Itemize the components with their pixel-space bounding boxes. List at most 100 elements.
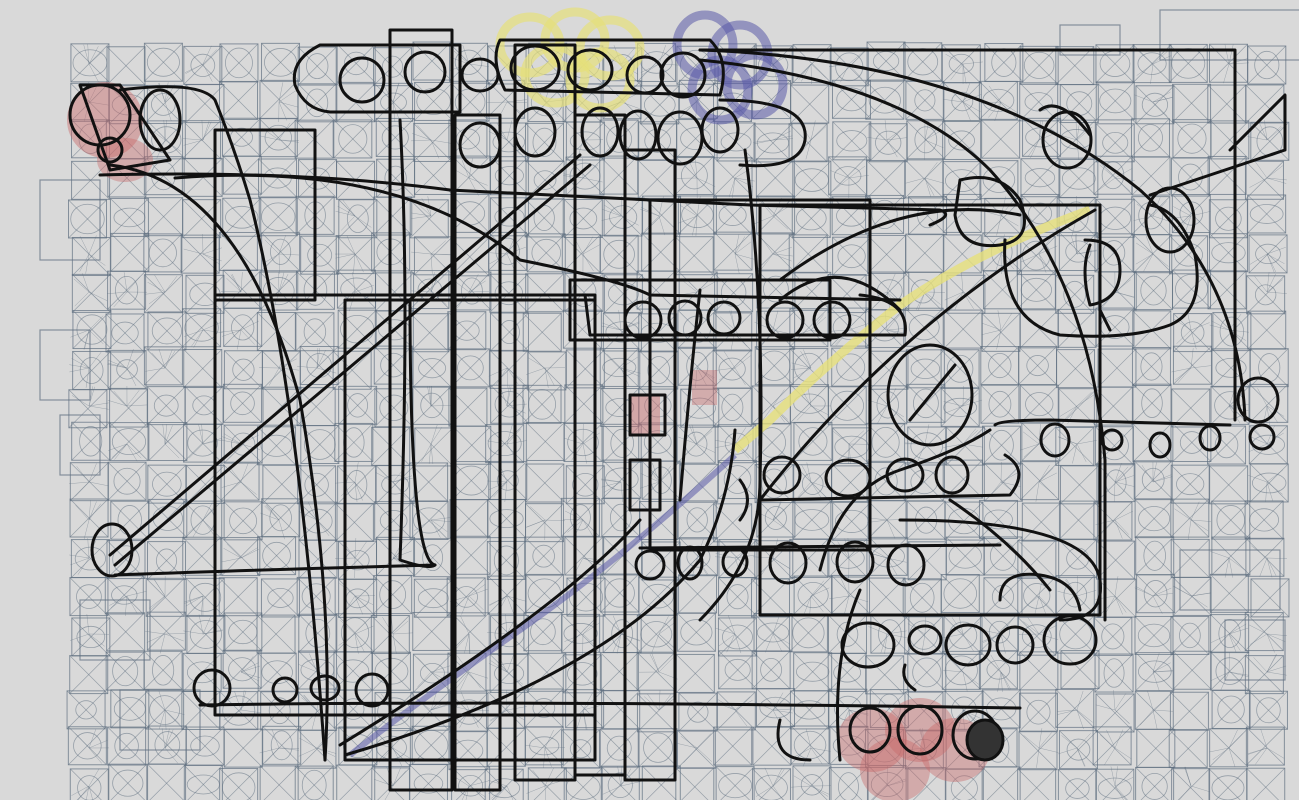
ink-top-circle xyxy=(659,51,707,99)
grid-hatch xyxy=(1097,271,1137,311)
grid-spoke xyxy=(1114,168,1133,179)
grid-spoke xyxy=(679,205,698,217)
grid-spoke xyxy=(85,785,90,800)
grid-cell xyxy=(375,117,415,157)
grid-hatch xyxy=(336,83,376,122)
grid-hatch xyxy=(185,275,225,314)
grid-cell xyxy=(449,42,489,82)
grid-hatch xyxy=(1094,653,1134,693)
grid-spoke xyxy=(810,405,829,416)
grid-spoke xyxy=(392,632,413,635)
grid-spoke xyxy=(582,432,600,445)
grid-cell xyxy=(1245,726,1285,766)
grid-spoke xyxy=(468,177,488,186)
grid-spoke xyxy=(240,671,261,679)
grid-circle xyxy=(687,701,709,723)
grid-hatch xyxy=(69,577,109,616)
grid-circle xyxy=(74,546,106,571)
grid-spoke xyxy=(994,101,1002,122)
ink-rectangle-strip xyxy=(568,278,832,342)
grid-spoke xyxy=(728,177,736,198)
grid-hatch xyxy=(223,384,262,423)
grid-spoke xyxy=(76,466,90,483)
grid-hatch xyxy=(1170,616,1210,655)
grid-hatch xyxy=(106,120,145,159)
grid-hatch xyxy=(1135,85,1175,125)
grid-circle xyxy=(797,581,829,609)
grid-spoke xyxy=(278,747,299,751)
grid-cell xyxy=(1093,616,1133,656)
grid-spoke xyxy=(69,481,90,485)
grid-spoke xyxy=(1152,253,1169,267)
grid-spoke xyxy=(571,443,584,461)
grid-spoke xyxy=(352,272,356,293)
grid-cell xyxy=(446,577,486,617)
grid-circle xyxy=(944,169,979,192)
grid-hatch xyxy=(751,578,790,618)
highlight-red-bottom xyxy=(860,738,930,800)
grid-circle xyxy=(718,773,753,799)
grid-hatch xyxy=(602,424,642,463)
grid-spoke xyxy=(1210,633,1230,643)
grid-circle xyxy=(116,359,138,380)
grid-spoke xyxy=(202,120,210,141)
grid-hatch xyxy=(1131,196,1170,235)
grid-circle xyxy=(837,244,866,269)
grid-hatch xyxy=(756,269,796,309)
grid-circle xyxy=(951,91,974,112)
grid-spoke xyxy=(1249,633,1268,645)
grid-spoke xyxy=(1141,465,1154,483)
grid-spoke xyxy=(427,386,432,407)
grid-spoke xyxy=(772,768,783,787)
grid-circle xyxy=(833,695,862,721)
grid-cell xyxy=(299,345,339,385)
grid-hatch xyxy=(827,653,867,692)
grid-spoke xyxy=(88,747,102,764)
grid-spoke xyxy=(202,121,212,141)
grid-cell xyxy=(485,424,525,464)
grid-spoke xyxy=(354,633,365,652)
grid-hatch xyxy=(718,617,757,657)
grid-spoke xyxy=(1176,329,1192,344)
grid-spoke xyxy=(202,49,217,65)
grid-circle xyxy=(1066,738,1091,761)
grid-spoke xyxy=(726,633,736,653)
grid-spoke xyxy=(202,502,213,521)
grid-frame xyxy=(59,414,101,476)
grid-hatch xyxy=(1055,46,1095,85)
grid-spoke xyxy=(950,63,964,80)
grid-hatch xyxy=(110,198,149,237)
grid-spoke xyxy=(791,367,812,370)
grid-hatch xyxy=(143,233,183,273)
grid-spoke xyxy=(604,204,622,217)
grid-spoke xyxy=(188,443,204,459)
grid-spoke xyxy=(240,690,247,711)
grid-spoke xyxy=(126,443,138,462)
ink-triangle-right xyxy=(1148,93,1287,197)
grid-spoke xyxy=(278,101,299,108)
grid-spoke xyxy=(1266,291,1287,294)
grid-spoke xyxy=(924,424,930,445)
ink-lower-mid-circle xyxy=(934,455,970,495)
grid-spoke xyxy=(230,274,242,293)
grid-circle xyxy=(1254,50,1280,80)
grid-spoke xyxy=(496,122,508,141)
grid-spoke xyxy=(869,548,888,559)
grid-circle xyxy=(1065,240,1092,263)
grid-spoke xyxy=(1076,234,1078,255)
grid-circle xyxy=(913,388,939,419)
grid-spoke xyxy=(734,367,746,386)
grid-hatch xyxy=(1057,309,1097,348)
grid-circle xyxy=(1179,622,1201,649)
grid-circle xyxy=(758,52,789,78)
grid-spoke xyxy=(164,733,179,749)
grid-hatch xyxy=(561,614,600,653)
grid-hatch xyxy=(1209,465,1248,505)
grid-spoke xyxy=(278,139,299,141)
grid-spoke xyxy=(1038,633,1059,641)
grid-cell xyxy=(790,725,830,765)
grid-spoke xyxy=(1023,621,1040,635)
grid-spoke xyxy=(962,61,983,65)
